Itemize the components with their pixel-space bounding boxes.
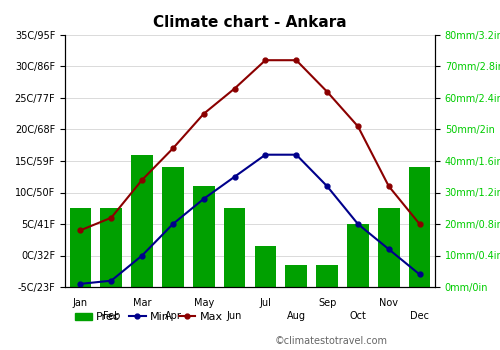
Bar: [224, 208, 246, 287]
Text: Dec: Dec: [410, 311, 429, 321]
Text: Nov: Nov: [380, 298, 398, 308]
Bar: [286, 265, 307, 287]
Text: May: May: [194, 298, 214, 308]
Bar: [162, 167, 184, 287]
Text: Feb: Feb: [102, 311, 120, 321]
Text: Oct: Oct: [350, 311, 366, 321]
Text: Aug: Aug: [287, 311, 306, 321]
Bar: [316, 265, 338, 287]
Legend: Prec, Min, Max: Prec, Min, Max: [70, 308, 228, 327]
Text: Apr: Apr: [164, 311, 182, 321]
Text: Jul: Jul: [260, 298, 272, 308]
Bar: [347, 224, 368, 287]
Text: Jan: Jan: [73, 298, 88, 308]
Bar: [132, 155, 153, 287]
Bar: [378, 208, 400, 287]
Text: ©climatestotravel.com: ©climatestotravel.com: [275, 336, 388, 346]
Bar: [409, 167, 430, 287]
Text: Jun: Jun: [227, 311, 242, 321]
Bar: [70, 208, 91, 287]
Text: Mar: Mar: [133, 298, 152, 308]
Text: Sep: Sep: [318, 298, 336, 308]
Bar: [254, 246, 276, 287]
Bar: [193, 186, 214, 287]
Title: Climate chart - Ankara: Climate chart - Ankara: [153, 15, 347, 30]
Bar: [100, 208, 122, 287]
